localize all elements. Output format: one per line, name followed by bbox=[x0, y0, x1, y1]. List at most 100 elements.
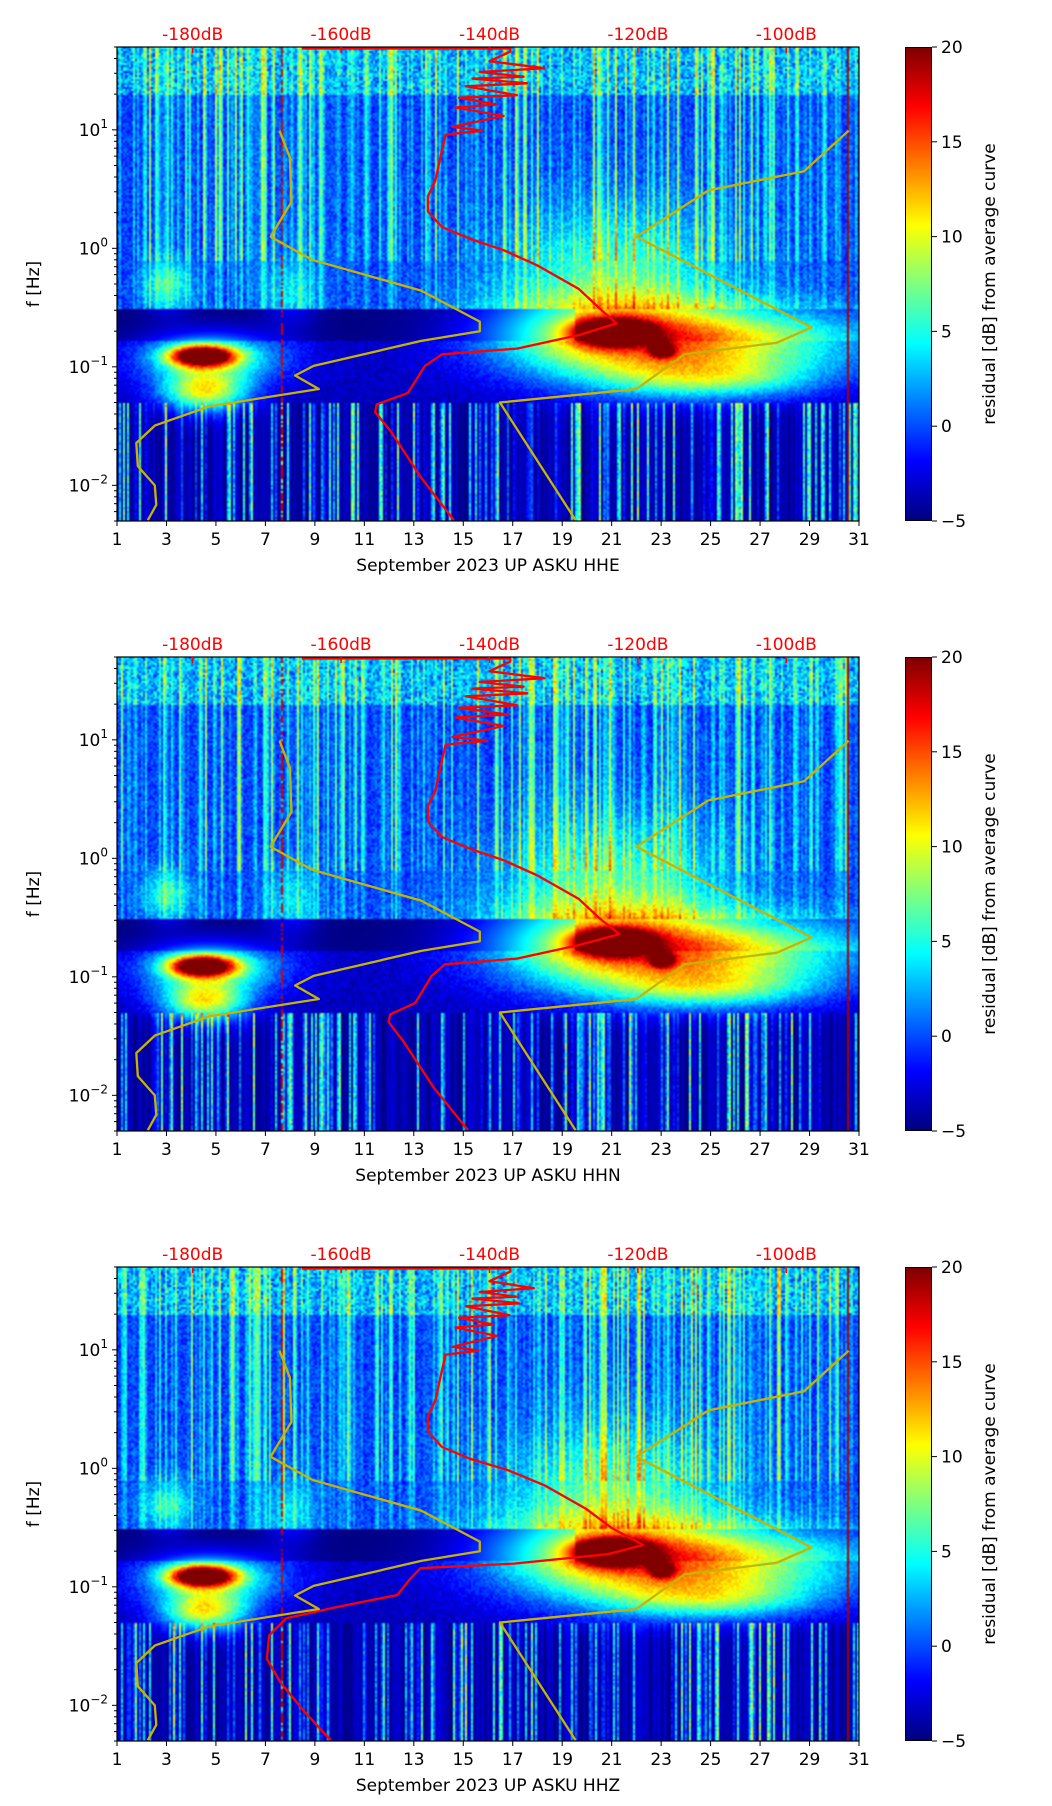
x-tick-label: 31 bbox=[848, 530, 870, 550]
db-tick-label: -120dB bbox=[607, 25, 668, 45]
db-tick-label: -120dB bbox=[607, 1245, 668, 1265]
colorbar-tick-label: 5 bbox=[941, 1542, 952, 1562]
spectrogram-hhe bbox=[117, 47, 859, 521]
y-tick-base: 10 bbox=[69, 358, 91, 378]
colorbar-tick-label: 0 bbox=[941, 417, 952, 437]
y-axis-label: f [Hz] bbox=[24, 261, 44, 307]
psd-curve bbox=[301, 657, 621, 1131]
colorbar-tick-label: 10 bbox=[941, 838, 963, 858]
x-tick-label: 3 bbox=[161, 1750, 172, 1770]
x-axis-label: September 2023 UP ASKU HHN bbox=[355, 1166, 620, 1186]
db-tick-label: -180dB bbox=[162, 25, 223, 45]
x-tick-label: 15 bbox=[452, 530, 474, 550]
colorbar-tick-label: −5 bbox=[941, 512, 966, 532]
colorbar-tick-label: 5 bbox=[941, 932, 952, 952]
psd-curve bbox=[265, 1267, 645, 1741]
colorbar-tick-label: −5 bbox=[941, 1122, 966, 1142]
x-tick-label: 9 bbox=[309, 530, 320, 550]
db-tick-label: -140dB bbox=[459, 635, 520, 655]
colorbar-hhn bbox=[905, 657, 932, 1131]
plot-frame bbox=[116, 656, 860, 1132]
x-tick-label: 29 bbox=[799, 530, 821, 550]
x-tick-label: 17 bbox=[502, 1140, 524, 1160]
colorbar-tick-label: 15 bbox=[941, 743, 963, 763]
y-tick-exponent: 1 bbox=[100, 727, 108, 741]
db-tick-label: -180dB bbox=[162, 635, 223, 655]
x-tick-label: 23 bbox=[650, 1750, 672, 1770]
y-tick-base: 10 bbox=[69, 476, 91, 496]
y-tick-exponent: 1 bbox=[100, 117, 108, 131]
colorbar-label: residual [dB] from average curve bbox=[980, 1363, 1000, 1644]
y-tick-label: 100 bbox=[79, 845, 108, 869]
colorbar-tick-label: −5 bbox=[941, 1732, 966, 1752]
y-tick-label: 10−1 bbox=[69, 1574, 108, 1598]
colorbar-label: residual [dB] from average curve bbox=[980, 143, 1000, 424]
db-tick-label: -160dB bbox=[311, 25, 372, 45]
y-tick-exponent: −1 bbox=[90, 354, 108, 368]
x-tick-label: 11 bbox=[354, 1750, 376, 1770]
y-tick-base: 10 bbox=[69, 1578, 91, 1598]
y-tick-exponent: −2 bbox=[90, 1082, 108, 1096]
x-tick-label: 7 bbox=[260, 530, 271, 550]
colorbar-tick-label: 10 bbox=[941, 228, 963, 248]
chart-panel-1: 1 3 5 7 9 11 13 15 17 19 21 23 25 27 29 3110110010−110−… bbox=[24, 635, 1000, 1186]
x-tick-label: 7 bbox=[260, 1750, 271, 1770]
colorbar-tick-label: 15 bbox=[941, 133, 963, 153]
y-tick-base: 10 bbox=[69, 968, 91, 988]
y-tick-exponent: 0 bbox=[100, 845, 108, 859]
y-tick-label: 101 bbox=[79, 727, 108, 751]
x-tick-label: 27 bbox=[749, 530, 771, 550]
nlnm-curve bbox=[135, 130, 481, 521]
x-tick-label: 19 bbox=[551, 530, 573, 550]
nhnm-curve bbox=[498, 739, 850, 1131]
x-tick-label: 21 bbox=[601, 530, 623, 550]
y-tick-label: 10−1 bbox=[69, 354, 108, 378]
y-tick-label: 10−1 bbox=[69, 964, 108, 988]
y-axis-label: f [Hz] bbox=[24, 871, 44, 917]
x-tick-label: 1 bbox=[112, 1750, 123, 1770]
db-tick-label: -160dB bbox=[311, 1245, 372, 1265]
y-tick-exponent: −1 bbox=[90, 1574, 108, 1588]
db-tick-label: -180dB bbox=[162, 1245, 223, 1265]
y-tick-base: 10 bbox=[69, 1696, 91, 1716]
y-tick-label: 10−2 bbox=[69, 1692, 108, 1716]
colorbar-tick-label: 20 bbox=[941, 38, 963, 58]
x-tick-label: 3 bbox=[161, 1140, 172, 1160]
y-tick-exponent: 1 bbox=[100, 1337, 108, 1351]
db-tick-label: -100dB bbox=[756, 635, 817, 655]
x-tick-label: 3 bbox=[161, 530, 172, 550]
colorbar-hhe bbox=[905, 47, 932, 521]
db-tick-label: -140dB bbox=[459, 25, 520, 45]
y-tick-exponent: 0 bbox=[100, 1455, 108, 1469]
y-tick-base: 10 bbox=[79, 849, 101, 869]
x-tick-label: 1 bbox=[112, 1140, 123, 1160]
x-tick-label: 23 bbox=[650, 530, 672, 550]
x-tick-label: 25 bbox=[700, 1750, 722, 1770]
chart-panel-0: 1 3 5 7 9 11 13 15 17 19 21 23 25 27 29 3110110010−110−… bbox=[24, 25, 1000, 576]
x-tick-label: 9 bbox=[309, 1140, 320, 1160]
x-tick-label: 31 bbox=[848, 1750, 870, 1770]
y-tick-base: 10 bbox=[79, 731, 101, 751]
x-tick-label: 15 bbox=[452, 1140, 474, 1160]
y-tick-base: 10 bbox=[79, 121, 101, 141]
spectrogram-hhn bbox=[117, 657, 859, 1131]
colorbar-tick-label: 10 bbox=[941, 1448, 963, 1468]
y-tick-label: 100 bbox=[79, 235, 108, 259]
y-tick-label: 10−2 bbox=[69, 472, 108, 496]
x-tick-label: 25 bbox=[700, 1140, 722, 1160]
colorbar-hhz bbox=[905, 1267, 932, 1741]
x-tick-label: 23 bbox=[650, 1140, 672, 1160]
nhnm-curve bbox=[498, 1349, 850, 1741]
x-tick-label: 1 bbox=[112, 530, 123, 550]
plot-frame bbox=[116, 46, 860, 522]
x-tick-label: 17 bbox=[502, 530, 524, 550]
x-tick-label: 17 bbox=[502, 1750, 524, 1770]
y-tick-base: 10 bbox=[79, 239, 101, 259]
nhnm-curve bbox=[498, 129, 850, 521]
colorbar-tick-label: 15 bbox=[941, 1353, 963, 1373]
y-tick-exponent: −1 bbox=[90, 964, 108, 978]
y-axis-label: f [Hz] bbox=[24, 1481, 44, 1527]
db-tick-label: -140dB bbox=[459, 1245, 520, 1265]
